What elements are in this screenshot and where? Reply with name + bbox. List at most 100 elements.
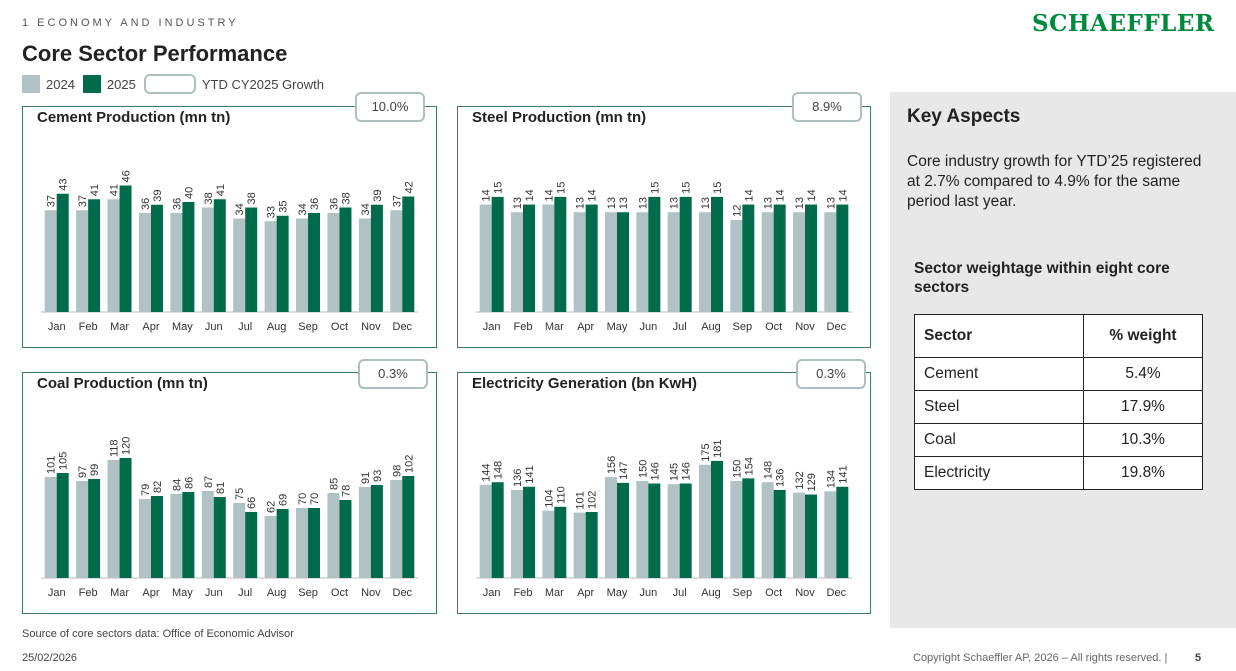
x-tick-label: May [172, 587, 193, 599]
bar-2024-nov [358, 487, 371, 578]
x-tick-label: Dec [393, 587, 413, 599]
data-label: 37 [46, 195, 58, 207]
bar-2024-jan [44, 210, 57, 312]
data-label: 36 [171, 198, 183, 210]
bar-2024-oct [327, 213, 340, 312]
bar-2025-may [182, 492, 195, 578]
x-tick-label: Sep [298, 587, 318, 599]
data-label: 40 [183, 187, 195, 199]
bar-2024-aug [699, 464, 711, 578]
data-label: 41 [109, 184, 121, 196]
bar-2025-nov [370, 485, 383, 578]
coal-growth-badge: 0.3% [358, 359, 428, 389]
bar-2025-jul [679, 483, 692, 578]
bar-2025-jan [56, 193, 69, 312]
x-tick-label: Jun [205, 321, 223, 333]
bar-2025-jan [56, 473, 69, 578]
x-tick-label: Dec [827, 321, 847, 333]
schaeffler-logo: SCHAEFFLER [1032, 10, 1215, 37]
bar-2024-sep [296, 218, 309, 312]
coal-chart-panel: Coal Production (mn tn) 101 105 Jan 97 99 Feb… [22, 372, 437, 614]
bar-2024-nov [358, 218, 371, 312]
x-tick-label: Sep [733, 587, 753, 599]
data-label: 78 [340, 485, 352, 497]
footer-copyright: Copyright Schaeffler AP, 2026 – All righ… [913, 652, 1168, 664]
x-tick-label: Jan [48, 587, 66, 599]
bar-2024-feb [76, 210, 89, 312]
data-label: 13 [669, 197, 681, 209]
data-label: 13 [575, 197, 587, 209]
bar-2024-jan [479, 204, 492, 312]
bar-2025-jul [679, 196, 692, 312]
bar-2024-may [170, 213, 183, 312]
x-tick-label: Aug [701, 321, 721, 333]
data-label: 36 [328, 198, 340, 210]
bar-2024-mar [107, 199, 120, 312]
data-label: 136 [775, 469, 787, 487]
x-tick-label: May [607, 321, 628, 333]
bar-2024-aug [264, 516, 277, 578]
bar-2025-may [617, 212, 629, 312]
data-label: 15 [555, 182, 567, 194]
legend-label-2025: 2025 [106, 76, 136, 92]
bar-2025-oct [773, 204, 786, 312]
x-tick-label: Nov [361, 587, 381, 599]
bar-2025-oct [339, 500, 352, 578]
bar-2024-sep [730, 480, 743, 578]
bar-2025-may [617, 482, 629, 578]
bar-2024-jul [233, 503, 246, 578]
data-label: 41 [215, 184, 227, 196]
coal-chart: 101 105 Jan 97 99 Feb 118 120 Mar 79 82 Apr 84 86 May 8… [41, 437, 418, 599]
bar-2024-feb [511, 490, 523, 578]
data-label: 14 [775, 189, 787, 201]
x-tick-label: Oct [331, 587, 348, 599]
data-label: 37 [391, 195, 403, 207]
x-tick-label: Sep [733, 321, 753, 333]
data-label: 118 [109, 439, 121, 457]
bar-2024-sep [730, 219, 743, 312]
bar-2025-dec [836, 486, 849, 578]
data-label: 13 [763, 197, 775, 209]
bar-2025-jan [491, 482, 504, 578]
data-label: 101 [46, 456, 58, 474]
data-label: 14 [481, 189, 493, 201]
bar-2024-jan [44, 477, 57, 578]
data-label: 104 [543, 489, 555, 507]
data-label: 38 [340, 192, 352, 204]
bar-2024-apr [573, 212, 586, 312]
data-label: 70 [309, 493, 321, 505]
bar-2025-dec [836, 204, 849, 312]
data-label: 39 [152, 190, 164, 202]
table-row: Cement 5.4% [914, 357, 1203, 391]
data-label: 14 [524, 189, 536, 201]
data-label: 150 [637, 460, 649, 478]
bar-2024-dec [390, 210, 403, 312]
bar-2025-aug [711, 460, 723, 578]
x-tick-label: Dec [827, 587, 847, 599]
bar-2024-apr [138, 499, 151, 578]
x-tick-label: Apr [142, 587, 159, 599]
bar-2025-jun [648, 196, 661, 312]
data-label: 102 [587, 491, 599, 509]
data-label: 134 [825, 470, 837, 488]
table-header-weight: % weight [1083, 314, 1203, 358]
bar-2024-jun [636, 480, 649, 578]
bar-2025-oct [773, 490, 786, 578]
weightage-subheading: Sector weightage within eight core secto… [914, 260, 1170, 296]
data-label: 86 [183, 477, 195, 489]
bar-2025-apr [150, 204, 163, 312]
bar-2025-aug [276, 215, 289, 312]
data-label: 97 [77, 466, 89, 478]
page-number: 5 [1195, 652, 1202, 664]
data-label: 99 [89, 464, 101, 476]
bar-2025-may [182, 202, 195, 312]
bar-2024-dec [824, 491, 837, 578]
bar-2024-aug [264, 221, 277, 312]
sector-weight-table: Sector % weight Cement 5.4% Steel 17.9% … [914, 314, 1203, 490]
data-label: 181 [712, 440, 724, 458]
electricity-chart-panel: Electricity Generation (bn KwH) 144 148 Ja… [457, 372, 871, 614]
bar-2025-jan [491, 196, 504, 312]
bar-2025-feb [523, 204, 535, 312]
data-label: 79 [140, 484, 152, 496]
x-tick-label: Feb [514, 321, 533, 333]
